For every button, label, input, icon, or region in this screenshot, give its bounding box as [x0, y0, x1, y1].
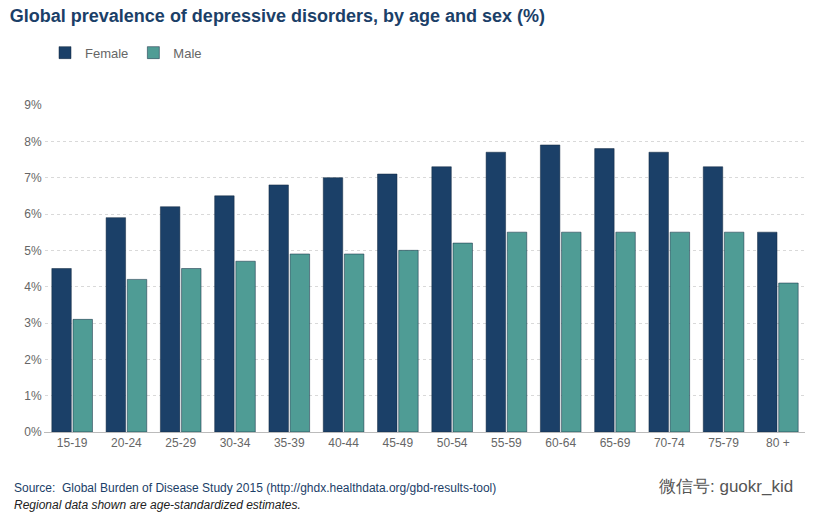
svg-text:4%: 4% — [24, 280, 42, 294]
svg-text:6%: 6% — [24, 207, 42, 221]
svg-text:Male: Male — [173, 46, 201, 61]
svg-text:1%: 1% — [24, 389, 42, 403]
svg-text:65-69: 65-69 — [600, 436, 631, 450]
svg-text:25-29: 25-29 — [165, 436, 196, 450]
svg-text:45-49: 45-49 — [383, 436, 414, 450]
svg-text:50-54: 50-54 — [437, 436, 468, 450]
svg-text:20-24: 20-24 — [111, 436, 142, 450]
svg-text:15-19: 15-19 — [57, 436, 88, 450]
svg-text:微信号: guokr_kid: 微信号: guokr_kid — [659, 477, 793, 496]
svg-text:60-64: 60-64 — [545, 436, 576, 450]
svg-text:Global prevalence of depressiv: Global prevalence of depressive disorder… — [10, 6, 545, 26]
svg-text:8%: 8% — [24, 135, 42, 149]
svg-text:40-44: 40-44 — [328, 436, 359, 450]
svg-text:5%: 5% — [24, 244, 42, 258]
svg-text:Source: Global Burden of Dise: Source: Global Burden of Disease Study 2… — [14, 481, 496, 495]
svg-text:80 +: 80 + — [766, 436, 790, 450]
svg-text:75-79: 75-79 — [708, 436, 739, 450]
svg-text:0%: 0% — [24, 425, 42, 439]
svg-text:3%: 3% — [24, 316, 42, 330]
svg-text:Female: Female — [85, 46, 128, 61]
svg-text:Regional data shown are age-st: Regional data shown are age-standardized… — [14, 498, 301, 512]
svg-text:35-39: 35-39 — [274, 436, 305, 450]
svg-text:9%: 9% — [24, 98, 42, 112]
svg-text:30-34: 30-34 — [220, 436, 251, 450]
svg-text:70-74: 70-74 — [654, 436, 685, 450]
svg-text:7%: 7% — [24, 171, 42, 185]
svg-text:2%: 2% — [24, 353, 42, 367]
svg-text:55-59: 55-59 — [491, 436, 522, 450]
